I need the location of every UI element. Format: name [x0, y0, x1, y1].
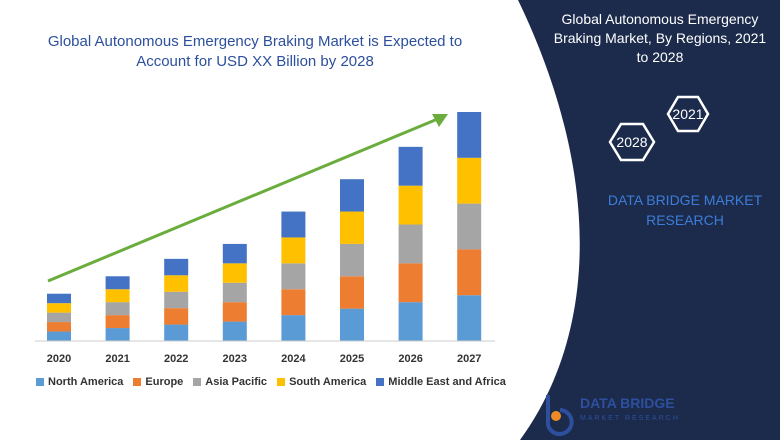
- legend-item: North America: [36, 376, 123, 388]
- legend-swatch: [36, 378, 44, 386]
- hexagon-label: 2028: [616, 134, 647, 150]
- x-tick-label: 2020: [47, 353, 71, 365]
- bar-segment: [222, 302, 247, 322]
- bar-segment: [222, 282, 247, 303]
- legend-label: North America: [48, 376, 124, 388]
- bar-segment: [340, 211, 364, 244]
- logo-tagline: MARKET RESEARCH: [580, 415, 680, 422]
- bar-segment: [105, 289, 130, 303]
- legend-label: Europe: [145, 376, 184, 388]
- bar-segment: [398, 185, 423, 225]
- bar-segment: [222, 321, 247, 341]
- legend-swatch: [193, 378, 202, 386]
- bar-segment: [164, 291, 189, 309]
- bar-segment: [164, 324, 189, 341]
- bar-segment: [164, 275, 189, 292]
- bar-segment: [105, 315, 130, 329]
- x-tick-label: 2024: [281, 353, 306, 365]
- x-tick-label: 2025: [340, 353, 364, 365]
- bar-segment: [457, 295, 482, 341]
- bar-segment: [281, 237, 306, 264]
- bar-segment: [222, 243, 247, 264]
- bar-segment: [47, 293, 71, 304]
- bar-segment: [457, 203, 482, 250]
- bar-segment: [340, 276, 364, 309]
- bar-segment: [281, 263, 306, 290]
- arrow-head: [432, 114, 448, 127]
- legend-item: Europe: [133, 376, 183, 388]
- bar-segment: [164, 258, 189, 276]
- x-tick-label: 2021: [105, 353, 129, 365]
- hexagon: [666, 95, 710, 133]
- bar-segment: [47, 331, 71, 341]
- bar-segment: [340, 308, 364, 341]
- logo-name: DATA BRIDGE: [580, 395, 675, 411]
- x-tick-label: 2027: [457, 353, 481, 365]
- legend-swatch: [376, 378, 385, 386]
- bar-segment: [398, 146, 423, 186]
- bar-segment: [398, 302, 423, 341]
- legend-label: Middle East and Africa: [388, 376, 506, 388]
- logo-icon: [546, 395, 574, 436]
- bar-segment: [105, 276, 130, 290]
- bar-segment: [398, 224, 423, 264]
- bar-segment: [281, 289, 306, 316]
- legend-swatch: [133, 378, 142, 386]
- bar-segment: [340, 243, 364, 277]
- hexagon: [608, 122, 656, 162]
- legend-label: South America: [289, 376, 367, 388]
- legend-item: South America: [277, 376, 366, 388]
- bar-segment: [105, 328, 130, 341]
- bar-segment: [457, 112, 482, 158]
- bar-segment: [164, 308, 189, 325]
- bar-segment: [47, 312, 71, 323]
- chart-title: Global Autonomous Emergency Braking Mark…: [47, 33, 463, 70]
- side-panel: [518, 0, 780, 440]
- trend-arrow: [47, 116, 441, 283]
- x-tick-label: 2022: [164, 353, 188, 365]
- bar-segment: [281, 211, 306, 238]
- legend-item: Middle East and Africa: [376, 376, 506, 388]
- bar-segment: [457, 157, 482, 204]
- bar-segment: [105, 302, 130, 316]
- bar-segment: [398, 263, 423, 303]
- legend-swatch: [277, 378, 286, 386]
- panel-brand: DATA BRIDGE MARKET RESEARCH: [607, 192, 763, 228]
- x-tick-label: 2023: [223, 353, 247, 365]
- bar-segment: [340, 179, 364, 212]
- bar-segment: [47, 303, 71, 313]
- x-tick-label: 2026: [398, 353, 422, 365]
- bar-segment: [281, 315, 306, 341]
- panel-title: Global Autonomous Emergency Braking Mark…: [553, 11, 767, 65]
- legend-label: Asia Pacific: [205, 376, 268, 388]
- legend-item: Asia Pacific: [193, 376, 267, 388]
- bar-segment: [47, 322, 71, 332]
- bar-segment: [222, 263, 247, 283]
- bar-segment: [457, 249, 482, 296]
- hexagon-label: 2021: [672, 106, 703, 122]
- legend: North America Europe Asia Pacific South Ame…: [36, 376, 506, 388]
